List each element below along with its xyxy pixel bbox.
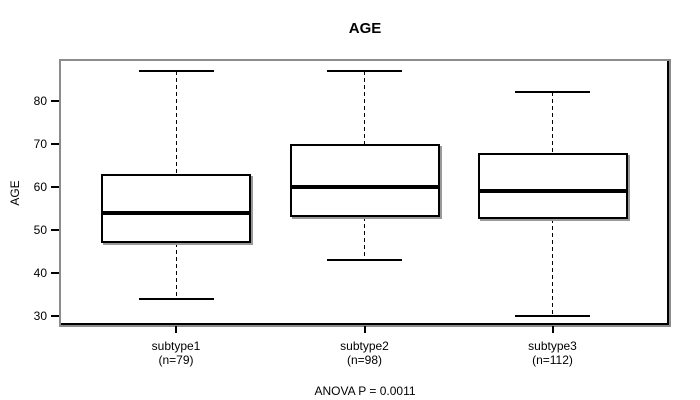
- y-axis-tick: [51, 186, 59, 188]
- x-axis-tick: [363, 326, 366, 333]
- upper-whisker-cap: [138, 69, 214, 72]
- upper-whisker-cap: [327, 69, 402, 72]
- group-label: subtype2 (n=98): [285, 339, 445, 367]
- group-name-label: subtype2: [340, 339, 389, 353]
- y-axis-tick-label: 70: [33, 137, 47, 151]
- group-name-label: subtype3: [528, 339, 577, 353]
- x-axis-tick: [551, 326, 554, 333]
- y-axis-tick: [51, 100, 59, 102]
- y-axis-tick-label: 40: [33, 266, 47, 280]
- x-axis-tick: [175, 326, 177, 333]
- upper-whisker-line: [175, 70, 177, 175]
- y-axis-tick: [51, 315, 59, 317]
- median-line: [103, 210, 249, 215]
- y-axis-tick-label: 80: [33, 94, 47, 108]
- y-axis-tick: [51, 272, 59, 274]
- group-name-label: subtype1: [151, 339, 201, 353]
- y-axis-tick: [51, 229, 59, 231]
- group-n-label: (n=112): [532, 352, 573, 367]
- lower-whisker-cap: [138, 297, 214, 300]
- iqr-box: [477, 152, 628, 220]
- group-label: subtype1 (n=79): [96, 339, 256, 367]
- group-n-label: (n=79): [158, 352, 194, 367]
- lower-whisker-line: [364, 217, 365, 261]
- group-n-label: (n=98): [346, 352, 383, 367]
- lower-whisker-line: [175, 242, 177, 299]
- upper-whisker-cap: [515, 91, 590, 94]
- lower-whisker-cap: [327, 259, 402, 262]
- median-line: [291, 185, 438, 189]
- iqr-box: [101, 174, 251, 243]
- y-axis-tick-label: 50: [33, 223, 47, 237]
- lower-whisker-line: [552, 219, 553, 316]
- y-axis-tick-label: 60: [33, 180, 47, 194]
- iqr-box: [289, 144, 440, 218]
- group-label: subtype3 (n=112): [473, 339, 633, 367]
- median-line: [479, 189, 626, 194]
- upper-whisker-line: [552, 92, 553, 153]
- anova-annotation: ANOVA P = 0.0011: [314, 384, 416, 398]
- y-axis-tick-label: 30: [33, 309, 47, 323]
- upper-whisker-line: [364, 70, 365, 144]
- y-axis-tick: [51, 143, 59, 145]
- chart-title: AGE: [348, 20, 382, 37]
- lower-whisker-cap: [515, 315, 590, 317]
